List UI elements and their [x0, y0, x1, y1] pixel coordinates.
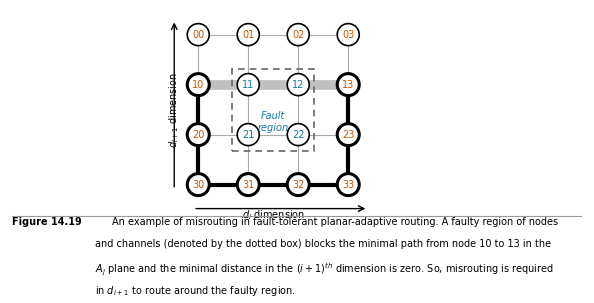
Circle shape	[187, 124, 209, 146]
Text: $A_j$ plane and the minimal distance in the $(i+1)^{th}$ dimension is zero. So, : $A_j$ plane and the minimal distance in …	[94, 261, 554, 278]
Text: in $d_{i+1}$ to route around the faulty region.: in $d_{i+1}$ to route around the faulty …	[94, 284, 295, 298]
Circle shape	[237, 24, 259, 46]
Text: 20: 20	[192, 130, 204, 140]
Bar	[232, 68, 314, 151]
Text: $d_{i+1}$ dimension: $d_{i+1}$ dimension	[168, 72, 181, 148]
Text: 21: 21	[242, 130, 254, 140]
Text: An example of misrouting in fault-tolerant planar-adaptive routing. A faulty reg: An example of misrouting in fault-tolera…	[112, 217, 558, 227]
Text: 10: 10	[192, 80, 204, 90]
Text: 31: 31	[242, 180, 254, 190]
Text: 00: 00	[192, 30, 204, 40]
Text: 11: 11	[242, 80, 254, 90]
Text: 23: 23	[342, 130, 355, 140]
Circle shape	[237, 174, 259, 196]
Circle shape	[337, 74, 359, 96]
Text: 30: 30	[192, 180, 204, 190]
Text: 01: 01	[242, 30, 254, 40]
Text: and channels (denoted by the dotted box) blocks the minimal path from node 10 to: and channels (denoted by the dotted box)…	[94, 239, 551, 249]
Circle shape	[337, 174, 359, 196]
Text: $d_i$ dimension: $d_i$ dimension	[242, 208, 305, 222]
Circle shape	[237, 74, 259, 96]
Text: 13: 13	[342, 80, 355, 90]
Circle shape	[287, 124, 309, 146]
Circle shape	[287, 74, 309, 96]
Circle shape	[187, 24, 209, 46]
Circle shape	[237, 124, 259, 146]
Text: Fault
region: Fault region	[258, 111, 289, 133]
Circle shape	[287, 174, 309, 196]
Circle shape	[287, 24, 309, 46]
Text: Figure 14.19: Figure 14.19	[12, 217, 81, 227]
Text: 33: 33	[342, 180, 355, 190]
Circle shape	[337, 24, 359, 46]
Text: 12: 12	[292, 80, 305, 90]
Text: 02: 02	[292, 30, 305, 40]
Text: 22: 22	[292, 130, 305, 140]
Circle shape	[187, 174, 209, 196]
Text: 03: 03	[342, 30, 355, 40]
Circle shape	[187, 74, 209, 96]
Circle shape	[337, 124, 359, 146]
Text: 32: 32	[292, 180, 305, 190]
